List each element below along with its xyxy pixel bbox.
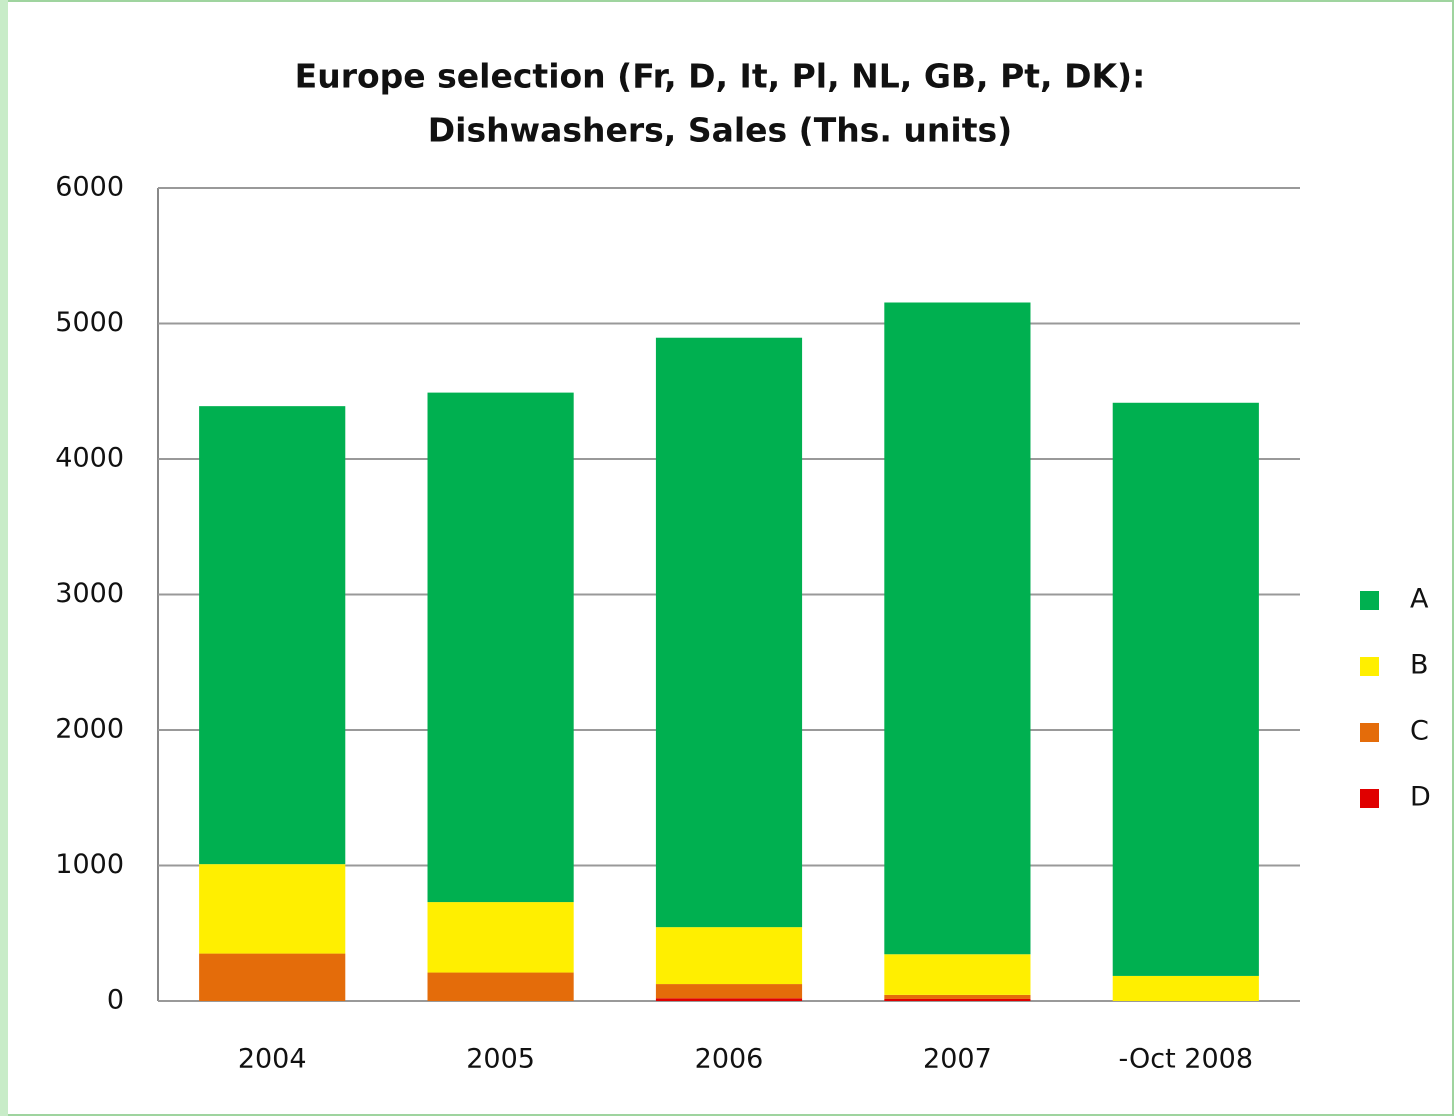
x-tick-label: 2007	[923, 1044, 992, 1075]
bar-segment	[655, 998, 803, 1001]
x-tick-label: 2005	[466, 1044, 535, 1075]
chart-subtitle: Dishwashers, Sales (Ths. units)	[428, 111, 1012, 150]
y-tick-label: 2000	[55, 714, 124, 745]
bar-segment	[655, 927, 803, 985]
bar-segment	[1112, 975, 1259, 1001]
legend-label: B	[1410, 650, 1429, 681]
left-border	[0, 0, 8, 1116]
legend-swatch	[1360, 657, 1379, 676]
bar-segment	[427, 902, 574, 973]
bar-segment	[884, 954, 1031, 995]
y-tick-label: 1000	[55, 849, 124, 880]
legend-swatch	[1360, 723, 1379, 742]
legend-label: C	[1410, 716, 1429, 747]
y-tick-label: 5000	[55, 307, 124, 338]
bar-segment	[199, 864, 346, 954]
y-tick-label: 6000	[55, 172, 124, 203]
legend-label: A	[1410, 584, 1429, 615]
legend-swatch	[1360, 591, 1379, 610]
x-tick-label: 2004	[238, 1044, 307, 1075]
bar-segment	[427, 972, 574, 1001]
y-tick-label: 4000	[55, 443, 124, 474]
legend-label: D	[1410, 782, 1431, 813]
bar-segment	[199, 406, 346, 865]
bar-segment	[884, 994, 1031, 999]
bar-segment	[199, 953, 346, 1001]
y-tick-label: 0	[107, 985, 124, 1016]
legend-swatch	[1360, 789, 1379, 808]
chart-title: Europe selection (Fr, D, It, Pl, NL, GB,…	[295, 57, 1146, 96]
bar-segment	[1112, 402, 1259, 976]
bar-segment	[884, 998, 1031, 1001]
x-tick-label: 2006	[695, 1044, 764, 1075]
bar-segment	[655, 984, 803, 999]
bar-segment	[884, 302, 1031, 955]
bar-segment	[655, 337, 803, 928]
y-tick-label: 3000	[55, 578, 124, 609]
x-tick-label: -Oct 2008	[1119, 1044, 1253, 1075]
bar-segment	[427, 392, 574, 903]
